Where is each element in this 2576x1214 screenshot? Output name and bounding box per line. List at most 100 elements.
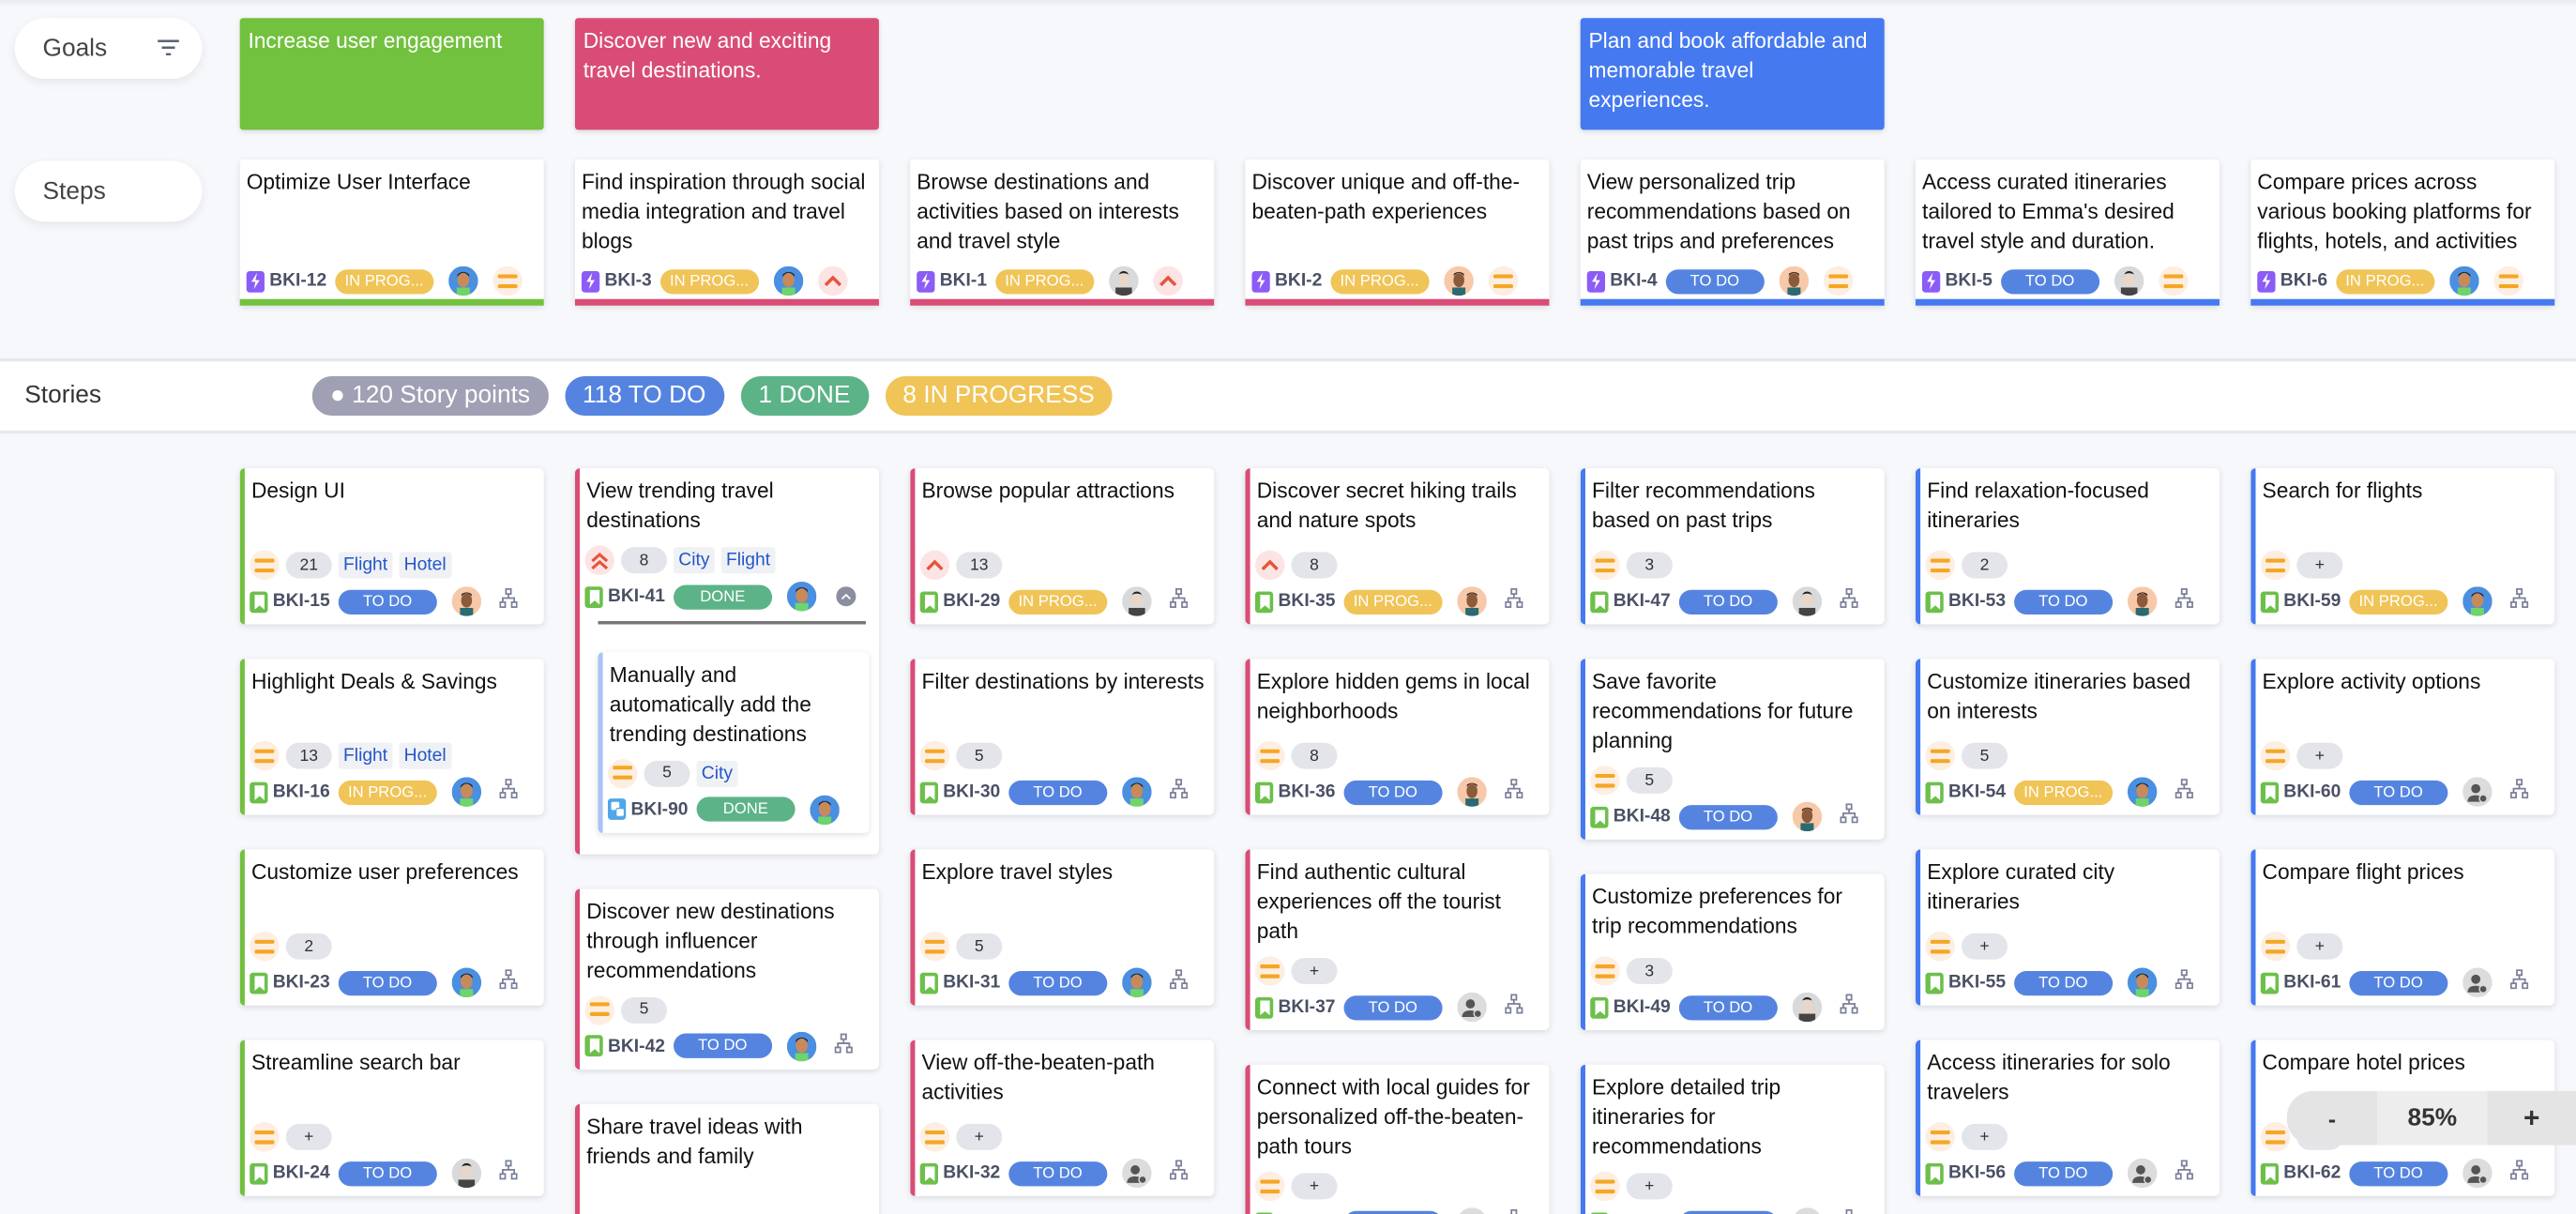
issue-key[interactable]: BKI-55	[1948, 972, 2007, 993]
story-card[interactable]: Customize preferences for trip recommend…	[1580, 873, 1885, 1031]
status-badge[interactable]: TO DO	[2013, 588, 2113, 615]
issue-key[interactable]: BKI-30	[943, 782, 1001, 802]
user-avatar[interactable]	[1443, 266, 1474, 296]
user-avatar[interactable]	[1108, 266, 1139, 296]
status-badge[interactable]: DONE	[673, 584, 772, 609]
issue-key[interactable]: BKI-56	[1948, 1162, 2007, 1183]
issue-key[interactable]: BKI-12	[269, 270, 327, 291]
hierarchy-icon[interactable]	[2174, 1159, 2193, 1189]
story-card[interactable]: Streamline search bar + BKI-24 TO DO	[239, 1039, 544, 1196]
subtask-card[interactable]: Manually and automatically add the trend…	[598, 651, 870, 833]
issue-key[interactable]: BKI-29	[943, 591, 1001, 612]
done-count-badge[interactable]: 1 DONE	[740, 376, 869, 417]
story-card[interactable]: Customize user preferences 2 BKI-23 TO DO	[239, 849, 544, 1006]
step-card[interactable]: Discover unique and off-the-beaten-path …	[1245, 159, 1550, 306]
user-avatar[interactable]	[2127, 586, 2158, 616]
issue-key[interactable]: BKI-15	[272, 591, 330, 612]
user-avatar[interactable]	[1792, 801, 1822, 832]
story-card[interactable]: Discover secret hiking trails and nature…	[1245, 468, 1550, 625]
collapse-subtasks-button[interactable]	[836, 586, 856, 607]
unassigned-avatar[interactable]	[1457, 1207, 1487, 1214]
status-badge[interactable]: IN PROG...	[1343, 588, 1443, 615]
story-card[interactable]: Filter recommendations based on past tri…	[1580, 468, 1885, 625]
zoom-in-button[interactable]: +	[2487, 1090, 2576, 1146]
status-badge[interactable]: TO DO	[2013, 970, 2113, 995]
status-badge[interactable]: IN PROG...	[334, 268, 434, 294]
unassigned-avatar[interactable]	[2462, 1158, 2493, 1189]
hierarchy-icon[interactable]	[499, 586, 518, 616]
add-story-points-button[interactable]: +	[1962, 933, 2008, 960]
issue-key[interactable]: BKI-41	[607, 586, 665, 607]
status-badge[interactable]: TO DO	[1665, 268, 1765, 294]
goal-card[interactable]: Increase user engagement	[239, 18, 544, 130]
issue-key[interactable]: BKI-4	[1610, 270, 1658, 291]
step-card[interactable]: Compare prices across various booking pl…	[2250, 159, 2555, 306]
story-card[interactable]: Filter destinations by interests 5 BKI-30 T…	[910, 659, 1215, 815]
user-avatar[interactable]	[1121, 586, 1152, 616]
goal-card[interactable]: Discover new and exciting travel destina…	[574, 18, 879, 130]
status-badge[interactable]: TO DO	[2349, 970, 2448, 995]
user-avatar[interactable]	[451, 586, 481, 616]
hierarchy-icon[interactable]	[2174, 968, 2193, 998]
add-story-points-button[interactable]: +	[956, 1123, 1003, 1150]
status-badge[interactable]: TO DO	[1343, 779, 1443, 805]
issue-key[interactable]: BKI-36	[1278, 782, 1336, 802]
issue-key[interactable]: BKI-59	[2283, 591, 2341, 612]
hierarchy-icon[interactable]	[499, 1159, 518, 1189]
hierarchy-icon[interactable]	[499, 968, 518, 998]
issue-key[interactable]: BKI-38	[1278, 1212, 1335, 1214]
hierarchy-icon[interactable]	[1840, 1207, 1857, 1214]
add-story-points-button[interactable]: +	[1962, 1123, 2008, 1150]
issue-key[interactable]: BKI-61	[2283, 972, 2341, 993]
steps-row-label[interactable]: Steps	[14, 160, 203, 222]
issue-key[interactable]: BKI-50	[1614, 1212, 1671, 1214]
status-badge[interactable]: IN PROG...	[2349, 588, 2448, 615]
issue-key[interactable]: BKI-3	[604, 270, 652, 291]
status-badge[interactable]: IN PROG...	[1330, 268, 1430, 294]
user-avatar[interactable]	[451, 1158, 481, 1189]
user-avatar[interactable]	[1792, 586, 1822, 616]
add-story-points-button[interactable]: +	[2296, 933, 2343, 960]
issue-key[interactable]: BKI-35	[1278, 591, 1336, 612]
zoom-out-button[interactable]: -	[2286, 1090, 2378, 1146]
status-badge[interactable]: IN PROG...	[2013, 779, 2113, 805]
hierarchy-icon[interactable]	[2174, 777, 2193, 807]
hierarchy-icon[interactable]	[1169, 968, 1188, 998]
issue-key[interactable]: BKI-16	[272, 782, 330, 802]
story-card[interactable]: Explore travel styles 5 BKI-31 TO DO	[910, 849, 1215, 1006]
user-avatar[interactable]	[1792, 992, 1822, 1023]
story-card[interactable]: Browse popular attractions 13 BKI-29 IN PRO…	[910, 468, 1215, 625]
user-avatar[interactable]	[786, 581, 817, 612]
issue-key[interactable]: BKI-47	[1613, 591, 1671, 612]
hierarchy-icon[interactable]	[1169, 586, 1188, 616]
status-badge[interactable]: IN PROG...	[1008, 588, 1108, 615]
issue-key[interactable]: BKI-62	[2283, 1162, 2341, 1183]
goals-row-label[interactable]: Goals	[14, 18, 203, 80]
issue-key[interactable]: BKI-49	[1613, 997, 1671, 1018]
label-tag[interactable]: Flight	[338, 742, 393, 769]
status-badge[interactable]: TO DO	[338, 588, 437, 615]
story-card[interactable]: Access itineraries for solo travelers + BK…	[1915, 1039, 2220, 1196]
label-tag[interactable]: Flight	[720, 547, 776, 574]
label-tag[interactable]: City	[674, 547, 715, 574]
status-badge[interactable]: IN PROG...	[2335, 268, 2434, 294]
hierarchy-icon[interactable]	[1504, 993, 1523, 1023]
hierarchy-icon[interactable]	[1504, 586, 1523, 616]
add-story-points-button[interactable]: +	[1626, 1173, 1673, 1200]
status-badge[interactable]: TO DO	[1678, 1209, 1778, 1214]
issue-key[interactable]: BKI-6	[2280, 270, 2328, 291]
step-card[interactable]: Access curated itineraries tailored to E…	[1915, 159, 2220, 306]
status-badge[interactable]: TO DO	[338, 1161, 437, 1186]
status-badge[interactable]: TO DO	[1678, 994, 1778, 1020]
status-badge[interactable]: TO DO	[1678, 804, 1778, 829]
story-card[interactable]: Customize itineraries based on interests…	[1915, 659, 2220, 815]
user-avatar[interactable]	[1457, 777, 1487, 807]
story-card[interactable]: Save favorite recommendations for future…	[1580, 659, 1885, 840]
unassigned-avatar[interactable]	[1792, 1207, 1822, 1214]
issue-key[interactable]: BKI-5	[1945, 270, 1993, 291]
story-card[interactable]: Discover new destinations through influe…	[574, 888, 879, 1070]
goal-card[interactable]: Plan and book affordable and memorable t…	[1580, 18, 1885, 130]
status-badge[interactable]: TO DO	[2013, 1161, 2113, 1186]
issue-key[interactable]: BKI-42	[607, 1036, 665, 1056]
story-card[interactable]: Find relaxation-focused itineraries 2 BKI-…	[1915, 468, 2220, 625]
